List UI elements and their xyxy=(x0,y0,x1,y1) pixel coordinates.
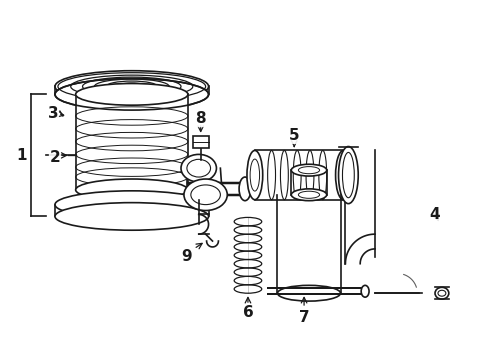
Text: 1: 1 xyxy=(16,148,27,163)
Bar xyxy=(255,150,343,200)
Ellipse shape xyxy=(239,177,251,201)
Ellipse shape xyxy=(336,150,351,200)
Ellipse shape xyxy=(55,191,209,219)
Bar xyxy=(75,94,188,190)
Ellipse shape xyxy=(75,179,188,201)
Ellipse shape xyxy=(55,203,209,230)
Bar xyxy=(277,195,341,293)
Text: 7: 7 xyxy=(299,310,309,325)
Bar xyxy=(291,170,327,195)
Text: 8: 8 xyxy=(196,112,206,126)
Ellipse shape xyxy=(361,285,369,297)
Bar xyxy=(55,204,209,219)
Text: 4: 4 xyxy=(430,207,441,222)
Ellipse shape xyxy=(55,71,209,102)
Ellipse shape xyxy=(247,150,263,200)
FancyBboxPatch shape xyxy=(193,136,209,148)
Text: 6: 6 xyxy=(243,305,253,320)
Ellipse shape xyxy=(435,287,449,299)
Ellipse shape xyxy=(277,285,341,301)
Ellipse shape xyxy=(291,164,327,176)
Ellipse shape xyxy=(291,189,327,201)
Text: 9: 9 xyxy=(182,249,192,264)
Ellipse shape xyxy=(184,179,227,211)
Ellipse shape xyxy=(181,154,217,182)
Text: 5: 5 xyxy=(289,128,299,143)
Text: 2: 2 xyxy=(49,150,60,165)
Ellipse shape xyxy=(75,84,188,105)
Ellipse shape xyxy=(339,147,358,204)
Text: 3: 3 xyxy=(48,105,58,121)
Ellipse shape xyxy=(55,78,209,110)
